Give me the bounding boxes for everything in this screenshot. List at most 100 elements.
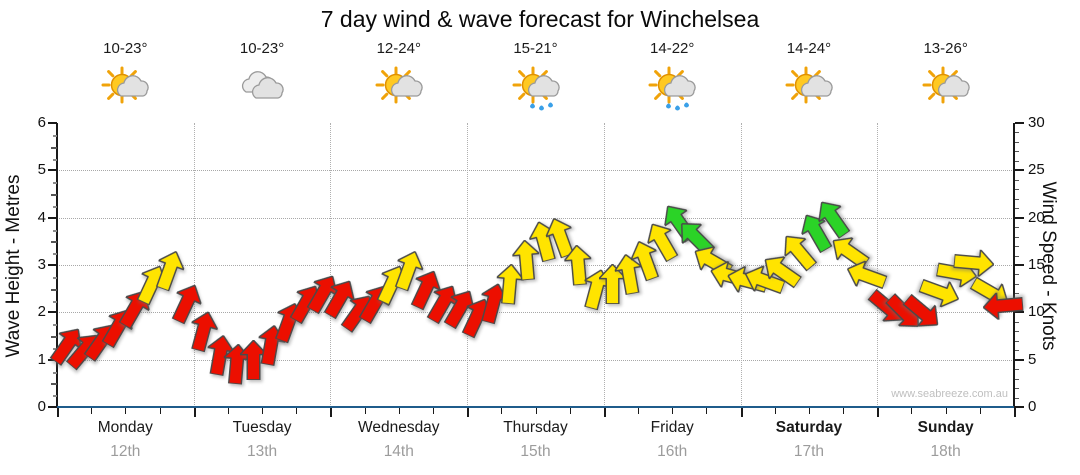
left-tick-label: 0: [37, 398, 46, 415]
left-minor-tick: [53, 205, 57, 208]
right-tick-label: 20: [1028, 208, 1045, 226]
right-major-tick: [1015, 216, 1024, 219]
wind-arrow: [795, 208, 841, 260]
day-date-label: 15th: [520, 443, 551, 460]
bottom-minor-tick: [843, 408, 845, 414]
right-major-tick: [1015, 311, 1024, 314]
horizontal-gridline: [57, 170, 1014, 172]
right-minor-tick: [1015, 274, 1019, 276]
right-major-tick: [1015, 264, 1024, 266]
temp-label: 14-24°: [786, 40, 832, 57]
left-minor-tick: [51, 146, 57, 149]
bottom-minor-tick: [569, 408, 571, 414]
wind-arrow: [163, 279, 206, 331]
right-minor-tick: [1015, 369, 1019, 371]
right-minor-tick: [1015, 378, 1019, 380]
weather-icon-sun-cloud: [783, 64, 835, 114]
right-minor-tick: [1015, 198, 1019, 200]
left-tick-label: 3: [37, 256, 46, 273]
right-minor-tick: [1015, 321, 1019, 323]
right-axis-line: [1013, 123, 1015, 408]
weather-icon-clouds: [236, 64, 288, 114]
bottom-minor-tick: [945, 408, 947, 414]
left-minor-tick: [53, 371, 57, 374]
bottom-minor-tick: [979, 408, 981, 414]
left-tick-label: 2: [37, 303, 46, 321]
wind-arrow: [183, 309, 221, 359]
wind-arrow: [148, 246, 189, 298]
day-date-label: 16th: [657, 443, 688, 460]
bottom-major-tick: [740, 408, 743, 417]
bottom-minor-tick: [808, 408, 810, 414]
left-major-tick: [48, 311, 57, 314]
bottom-minor-tick: [159, 408, 161, 414]
page-title: 7 day wind & wave forecast for Winchelse…: [320, 6, 760, 32]
right-tick-label: 10: [1028, 303, 1045, 321]
day-boundary-gridline: [330, 123, 332, 407]
left-minor-tick: [53, 395, 57, 398]
right-minor-tick: [1015, 350, 1019, 352]
left-minor-tick: [53, 253, 57, 256]
bottom-major-tick: [1014, 408, 1016, 417]
bottom-minor-tick: [774, 408, 776, 414]
day-date-label: 13th: [246, 443, 278, 460]
bottom-minor-tick: [398, 408, 400, 414]
bottom-minor-tick: [364, 408, 366, 414]
left-minor-tick: [51, 288, 57, 291]
day-name-label: Friday: [650, 419, 694, 436]
wind-arrow: [911, 271, 963, 312]
right-tick-label: 25: [1028, 161, 1045, 179]
temp-label: 12-24°: [376, 40, 421, 57]
left-minor-tick: [51, 241, 57, 244]
horizontal-gridline: [57, 217, 1014, 219]
bottom-minor-tick: [227, 408, 229, 414]
bottom-major-tick: [877, 408, 880, 417]
right-tick-label: 5: [1028, 350, 1037, 368]
left-tick-label: 6: [37, 114, 46, 131]
day-boundary-gridline: [467, 123, 469, 407]
left-minor-tick: [51, 194, 57, 196]
temp-label: 13-26°: [923, 40, 968, 57]
left-major-tick: [48, 216, 57, 219]
right-minor-tick: [1015, 255, 1019, 257]
left-minor-tick: [53, 229, 57, 232]
horizontal-gridline: [57, 312, 1014, 314]
left-minor-tick: [53, 182, 57, 185]
right-minor-tick: [1015, 331, 1019, 333]
right-minor-tick: [1015, 340, 1019, 342]
right-tick-label: 30: [1028, 114, 1045, 131]
day-name-label: Tuesday: [232, 419, 292, 436]
right-tick-label: 15: [1028, 256, 1045, 273]
left-major-tick: [48, 169, 57, 172]
bottom-major-tick: [193, 408, 196, 417]
day-name-label: Monday: [97, 419, 153, 436]
right-minor-tick: [1015, 189, 1019, 191]
wind-arrow: [403, 265, 446, 317]
right-minor-tick: [1015, 141, 1019, 143]
day-date-label: 14th: [383, 443, 414, 460]
right-major-tick: [1015, 358, 1024, 361]
right-axis-title: Wind Speed - Knots: [1038, 181, 1059, 351]
wind-arrow: [811, 194, 859, 246]
right-tick-label: 0: [1028, 398, 1037, 415]
wind-arrow: [740, 261, 792, 302]
weather-icon-sun-cloud: [920, 64, 972, 114]
day-boundary-gridline: [603, 123, 605, 407]
bottom-major-tick: [57, 408, 59, 417]
temp-label: 10-23°: [239, 40, 285, 57]
bottom-axis-line: [57, 406, 1014, 408]
bottom-minor-tick: [501, 408, 503, 414]
left-minor-tick: [53, 134, 57, 137]
right-major-tick: [1015, 122, 1024, 124]
bottom-minor-tick: [672, 408, 674, 414]
wind-arrow: [387, 246, 428, 298]
day-name-label: Sunday: [917, 419, 974, 436]
right-minor-tick: [1015, 227, 1019, 229]
left-minor-tick: [53, 347, 57, 350]
left-tick-label: 5: [37, 161, 46, 179]
day-boundary-gridline: [877, 123, 879, 407]
right-minor-tick: [1015, 208, 1019, 210]
temp-label: 15-21°: [513, 40, 558, 57]
day-date-label: 12th: [110, 443, 141, 460]
